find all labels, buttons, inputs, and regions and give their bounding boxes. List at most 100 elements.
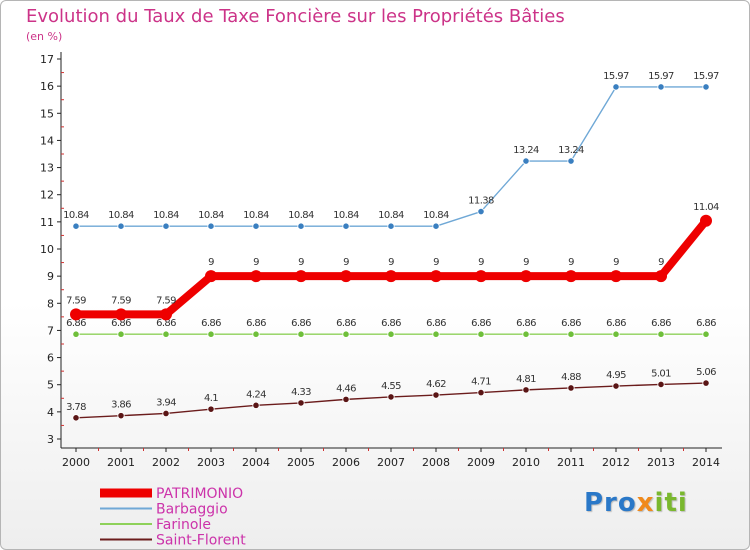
x-tick-label: 2002 — [152, 456, 180, 469]
data-point — [207, 330, 215, 338]
y-tick-label: 3 — [47, 433, 54, 446]
legend-item-patrimonio: PATRIMONIO — [100, 486, 243, 502]
data-point — [205, 270, 217, 283]
data-point — [160, 308, 172, 321]
data-point — [520, 270, 532, 283]
legend-label: Farinole — [156, 517, 211, 533]
y-tick-label: 4 — [47, 406, 54, 419]
data-label: 11.38 — [468, 196, 494, 207]
data-point — [610, 270, 622, 283]
data-point — [70, 308, 82, 321]
data-label: 10.84 — [288, 210, 314, 221]
data-point — [297, 222, 305, 230]
data-point — [475, 270, 487, 283]
data-point — [162, 330, 170, 338]
data-point — [115, 308, 127, 321]
x-tick-label: 2001 — [107, 456, 135, 469]
data-label: 4.1 — [204, 393, 218, 404]
data-point — [657, 380, 665, 389]
y-tick-label: 14 — [40, 134, 54, 147]
data-label: 15.97 — [603, 71, 629, 82]
data-label: 6.86 — [201, 318, 221, 329]
legend-label: PATRIMONIO — [156, 486, 243, 502]
y-tick-label: 9 — [47, 270, 54, 283]
data-label: 4.95 — [606, 370, 626, 381]
series-patrimonio: 7.59 7.59 7.59 9 9 9 9 9 9 9 9 9 9 9 11.04 — [66, 202, 720, 321]
data-point — [385, 270, 397, 283]
data-label: 9 — [298, 257, 304, 268]
data-point — [250, 270, 262, 283]
y-tick-label: 16 — [40, 80, 54, 93]
data-label: 4.88 — [561, 372, 581, 383]
data-point — [342, 222, 350, 230]
data-label: 9 — [433, 257, 439, 268]
x-tick-label: 2003 — [197, 456, 225, 469]
data-label: 9 — [613, 257, 619, 268]
legend-item-saint-florent: Saint-Florent — [100, 533, 246, 549]
data-point — [162, 222, 170, 230]
data-label: 7.59 — [66, 295, 86, 306]
data-label: 7.59 — [111, 295, 131, 306]
data-label: 4.55 — [381, 381, 401, 392]
data-label: 10.84 — [108, 210, 134, 221]
data-point — [522, 330, 530, 338]
data-label: 9 — [208, 257, 214, 268]
data-label: 10.84 — [423, 210, 449, 221]
data-point — [342, 330, 350, 338]
data-point — [432, 222, 440, 230]
x-tick-label: 2012 — [602, 456, 630, 469]
data-point — [252, 222, 260, 230]
chart-title: Evolution du Taux de Taxe Foncière sur l… — [26, 6, 565, 27]
data-label: 9 — [478, 257, 484, 268]
x-tick-label: 2010 — [512, 456, 540, 469]
y-tick-label: 5 — [47, 379, 54, 392]
series-farinole: 6.86 6.86 6.86 6.86 6.86 6.86 6.86 6.86 6.86 6.86… — [66, 318, 717, 338]
y-tick-label: 11 — [40, 216, 54, 229]
data-label: 6.86 — [561, 318, 581, 329]
data-label: 6.86 — [381, 318, 401, 329]
data-point — [477, 207, 485, 216]
data-label: 6.86 — [651, 318, 671, 329]
data-point — [567, 384, 575, 392]
data-point — [702, 379, 710, 387]
chart-series-layer: 10.84 10.84 10.84 10.84 10.84 10.84 10.84 10.84… — [63, 71, 720, 422]
y-tick-label: 12 — [40, 189, 54, 202]
data-label: 10.84 — [378, 210, 404, 221]
data-label: 13.24 — [513, 145, 539, 156]
legend-item-farinole: Farinole — [100, 517, 211, 533]
data-point — [387, 222, 395, 230]
data-point — [477, 330, 485, 338]
data-point — [342, 395, 350, 403]
data-label: 6.86 — [336, 318, 356, 329]
data-point — [295, 270, 307, 283]
data-label: 13.24 — [558, 145, 584, 156]
data-point — [207, 405, 215, 413]
data-label: 6.86 — [291, 318, 311, 329]
x-tick-label: 2009 — [467, 456, 495, 469]
chart-unit-label: (en %) — [26, 30, 62, 43]
data-label: 6.86 — [111, 318, 131, 329]
y-tick-label: 8 — [47, 297, 54, 310]
data-label: 3.86 — [111, 400, 131, 411]
data-point — [700, 214, 712, 227]
y-tick-label: 13 — [40, 162, 54, 175]
brand-logo: Proxiti — [584, 488, 688, 518]
data-point — [117, 412, 125, 420]
data-label: 4.46 — [336, 383, 356, 394]
y-tick-label: 10 — [40, 243, 54, 256]
data-point — [117, 330, 125, 338]
data-label: 6.86 — [696, 318, 716, 329]
data-label: 6.86 — [426, 318, 446, 329]
data-label: 3.94 — [156, 397, 176, 408]
data-point — [702, 330, 710, 338]
x-tick-label: 2011 — [557, 456, 585, 469]
data-label: 9 — [388, 257, 394, 268]
data-point — [565, 270, 577, 283]
data-label: 6.86 — [246, 318, 266, 329]
data-point — [612, 83, 620, 91]
data-label: 15.97 — [648, 71, 674, 82]
data-point — [702, 83, 710, 91]
data-point — [340, 270, 352, 283]
